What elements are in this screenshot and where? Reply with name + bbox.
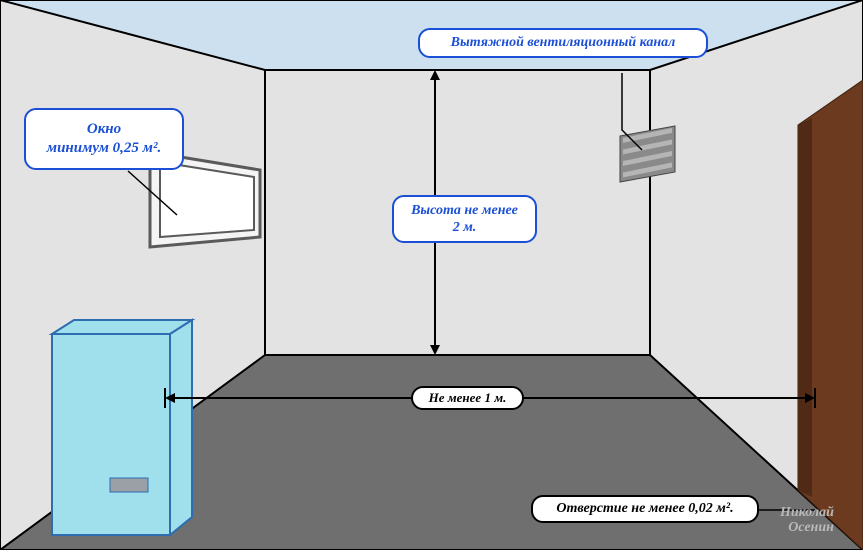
room-svg [0,0,863,550]
label-height: Высота не менее2 м. [392,195,537,243]
label-window-text: Окноминимум 0,25 м². [47,120,161,158]
label-vent-text: Вытяжной вентиляционный канал [451,34,676,52]
label-height-text: Высота не менее2 м. [411,202,518,237]
label-window: Окноминимум 0,25 м². [24,108,184,170]
label-vent: Вытяжной вентиляционный канал [418,28,708,58]
signature-text: НиколайОсенин [780,505,834,535]
label-distance-text: Не менее 1 м. [429,390,507,406]
label-gap-text: Отверстие не менее 0,02 м². [556,500,733,518]
label-gap: Отверстие не менее 0,02 м². [531,495,759,523]
diagram-canvas: Окноминимум 0,25 м². Вытяжной вентиляцио… [0,0,863,550]
label-distance: Не менее 1 м. [411,386,524,410]
author-signature: НиколайОсенин [780,505,834,536]
